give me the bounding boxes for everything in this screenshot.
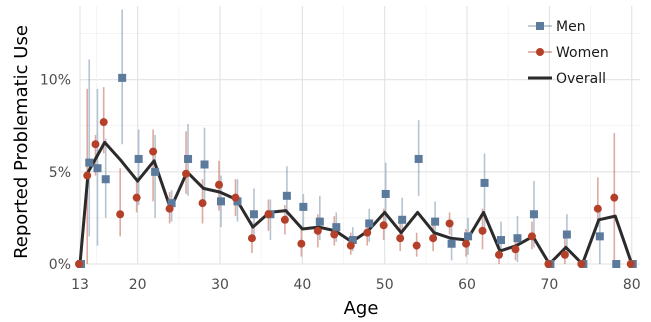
point-men [497,236,505,245]
point-women [412,241,421,250]
x-axis-title: Age [344,298,379,319]
point-women [429,234,438,243]
point-women [495,250,503,259]
point-women [182,169,191,178]
point-men [562,230,571,239]
x-tick-label: 70 [540,277,558,293]
x-tick-label: 40 [293,277,311,293]
point-men [299,202,308,211]
error-bars [86,9,616,264]
y-axis-title: Reported Problematic Use [11,25,32,259]
point-men [233,197,242,206]
point-men [365,219,374,228]
point-women [330,230,339,239]
point-men [431,217,440,226]
point-men [249,210,258,219]
point-men [464,232,473,241]
point-women [462,239,471,248]
point-men [134,154,143,163]
point-women [544,260,553,268]
point-women [396,234,405,243]
x-tick-label: 13 [71,277,89,293]
x-tick-label: 60 [458,277,476,293]
point-women [280,215,289,224]
point-women [116,210,125,219]
x-tick-label: 20 [129,277,147,293]
point-men [513,234,522,243]
point-men [93,164,102,173]
legend: Men Women Overall [528,19,609,87]
point-men [85,158,94,167]
x-tick-label: 80 [623,277,641,293]
legend-key-women [536,48,544,56]
point-men [315,217,324,226]
point-men [217,197,225,206]
point-men [348,236,357,245]
point-women [83,171,92,180]
series-lines [78,140,634,266]
x-tick-label: 30 [211,277,229,293]
point-women [593,204,602,213]
point-women [560,250,569,259]
point-women [610,193,619,202]
line-overall [78,140,634,266]
point-women [247,234,256,243]
point-men [200,160,209,169]
point-men [529,210,538,219]
point-men [595,232,604,241]
point-women [511,245,520,254]
point-women [626,260,635,268]
x-tick-label: 50 [376,277,394,293]
legend-label-overall: Overall [556,71,606,87]
series-markers [75,73,637,268]
point-women [297,239,306,248]
point-women [132,193,141,202]
point-women [215,180,223,189]
point-women [577,260,586,268]
point-men [414,154,423,163]
point-women [165,204,174,213]
point-men [612,260,621,268]
y-tick-label: 5% [49,165,71,181]
y-tick-label: 10% [40,73,71,89]
point-women [363,228,372,237]
point-women [478,226,487,235]
point-women [75,260,83,268]
point-men [398,215,407,224]
point-men [381,189,390,198]
point-women [527,232,536,241]
point-women [99,118,108,127]
legend-key-men [536,22,544,30]
point-women [198,199,207,208]
point-women [313,226,322,235]
legend-label-men: Men [556,19,586,35]
point-women [445,219,454,228]
point-women [149,147,158,156]
point-men [151,167,160,176]
point-men [101,175,110,184]
point-women [231,193,240,202]
y-tick-label: 0% [49,257,71,273]
legend-label-women: Women [556,45,609,61]
grid [79,6,640,265]
point-men [167,199,176,208]
point-women [346,241,355,250]
point-men [480,178,489,187]
point-men [332,223,341,232]
point-women [379,221,388,230]
point-women [264,210,273,219]
point-women [91,140,100,149]
point-men [447,239,456,248]
point-men [282,191,291,200]
point-men [184,154,193,163]
tick-labels: 13 20 30 40 50 60 70 80 0% 5% 10% [40,73,641,293]
point-men [118,73,127,82]
